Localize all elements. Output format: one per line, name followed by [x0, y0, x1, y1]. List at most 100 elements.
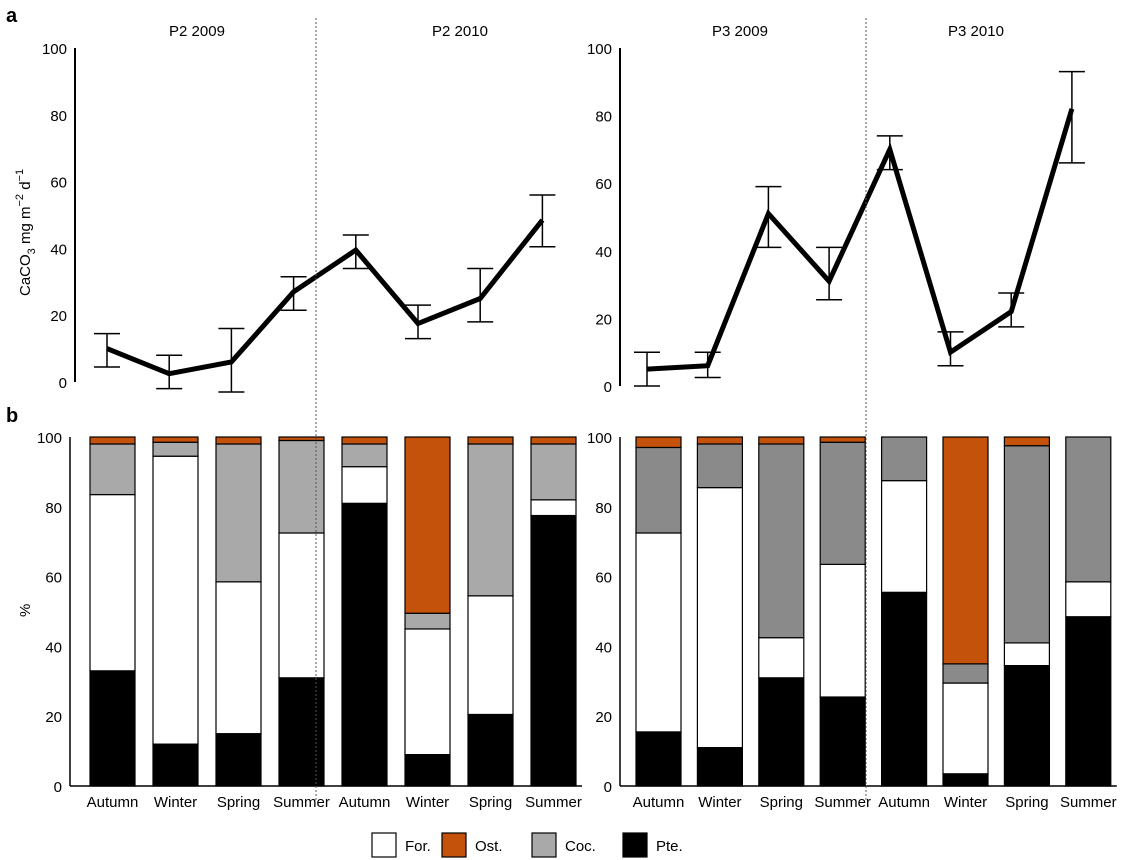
y-tick-label: 40: [595, 639, 612, 656]
bar-segment: [1065, 436, 1112, 583]
y-tick-label: 40: [595, 244, 612, 261]
y-tick-label: 60: [50, 175, 67, 192]
bar-segment: [942, 682, 989, 775]
bar-segment: [696, 487, 744, 749]
bar-segment: [215, 733, 262, 787]
y-tick-label: 80: [595, 109, 612, 126]
bar-segment: [215, 436, 262, 445]
bar-segment: [341, 443, 388, 468]
y-tick-label: 60: [595, 176, 612, 193]
legend-swatch: [531, 832, 557, 858]
bar-segment: [1003, 436, 1051, 447]
bar-segment: [530, 436, 577, 445]
legend-label: Ost.: [475, 838, 503, 855]
y-tick-label: 80: [50, 108, 67, 125]
bar-segment: [404, 612, 451, 630]
x-tick-label: Spring: [217, 794, 260, 811]
x-tick-label: Spring: [760, 794, 803, 811]
bar-segment: [467, 713, 514, 787]
bar-segment: [278, 532, 325, 679]
bar-segment: [278, 439, 325, 534]
y-tick-label: 80: [45, 500, 62, 517]
group-label: P2 2009: [169, 23, 225, 40]
y-tick-label: 40: [50, 241, 67, 258]
bar-segment: [278, 677, 325, 787]
bar-segment: [942, 436, 989, 665]
y-tick-label: 0: [604, 779, 612, 796]
bar-segment: [89, 443, 136, 496]
bar-segment: [341, 466, 388, 504]
bar-segment: [530, 514, 577, 787]
bar-segment: [89, 670, 136, 787]
bar-segment: [758, 677, 805, 787]
y-tick-label: 0: [59, 375, 67, 392]
bar-segment: [530, 499, 577, 517]
bar-segment: [1003, 445, 1051, 644]
bar-segment: [467, 443, 514, 597]
y-tick-label: 40: [45, 639, 62, 656]
panel-b-label: b: [6, 405, 18, 427]
bar-chart-y-axis-title: %: [17, 604, 34, 617]
bar-segment: [404, 628, 451, 756]
series-line: [646, 108, 1075, 372]
bar-segment: [819, 696, 866, 787]
x-tick-label: Winter: [406, 794, 449, 811]
bar-segment: [530, 443, 577, 501]
x-tick-label: Autumn: [339, 794, 391, 811]
bar-segment: [880, 591, 928, 787]
bar-segment: [696, 443, 744, 489]
legend-swatch: [441, 832, 467, 858]
x-tick-label: Winter: [944, 794, 987, 811]
bar-segment: [880, 480, 928, 593]
bar-segment: [635, 446, 682, 534]
group-label: P2 2010: [432, 23, 488, 40]
legend-swatch: [371, 832, 397, 858]
bar-segment: [215, 443, 262, 583]
x-tick-label: Summer: [525, 794, 582, 811]
y-tick-label: 100: [587, 430, 612, 447]
x-tick-label: Autumn: [633, 794, 685, 811]
bar-segment: [89, 436, 136, 445]
y-tick-label: 60: [45, 570, 62, 587]
legend-label: Pte.: [656, 838, 683, 855]
y-tick-label: 100: [42, 41, 67, 58]
bar-segment: [880, 436, 928, 482]
bar-segment: [1003, 664, 1051, 787]
bar-segment: [341, 436, 388, 445]
line-chart-p2: 0 20 40 60 80 100 P2 2009 P2 2010: [42, 23, 556, 393]
bar-segment: [1065, 616, 1112, 787]
y-tick-label: 100: [587, 41, 612, 58]
x-tick-label: Summer: [273, 794, 330, 811]
series-line: [106, 218, 545, 377]
line-chart-p3: 0 20 40 60 80 100 P3 2009 P3 2010: [587, 23, 1085, 396]
y-tick-label: 20: [45, 709, 62, 726]
group-label: P3 2010: [948, 23, 1004, 40]
bar-segment: [942, 663, 989, 684]
bar-segment: [467, 595, 514, 716]
bar-segment: [152, 441, 199, 457]
bar-segment: [942, 773, 989, 787]
x-tick-label: Spring: [469, 794, 512, 811]
bar-segment: [215, 581, 262, 735]
bar-segment: [758, 443, 805, 639]
y-tick-label: 20: [50, 308, 67, 325]
legend-label: For.: [405, 838, 431, 855]
bar-segment: [758, 637, 805, 679]
y-tick-label: 60: [595, 570, 612, 587]
legend-label: Coc.: [565, 838, 596, 855]
bar-segment: [467, 436, 514, 445]
x-tick-label: Summer: [814, 794, 871, 811]
y-tick-label: 0: [54, 779, 62, 796]
bar-segment: [696, 747, 744, 787]
x-tick-label: Winter: [154, 794, 197, 811]
bar-segment: [152, 743, 199, 787]
y-tick-label: 20: [595, 709, 612, 726]
bar-segment: [696, 436, 744, 445]
bar-segment: [819, 436, 866, 443]
legend-swatch: [622, 832, 648, 858]
y-tick-label: 0: [604, 379, 612, 396]
panel-a-label: a: [6, 5, 18, 27]
legend: For. Ost. Coc. Pte.: [371, 832, 683, 858]
x-tick-label: Autumn: [878, 794, 930, 811]
bar-segment: [1003, 642, 1051, 667]
